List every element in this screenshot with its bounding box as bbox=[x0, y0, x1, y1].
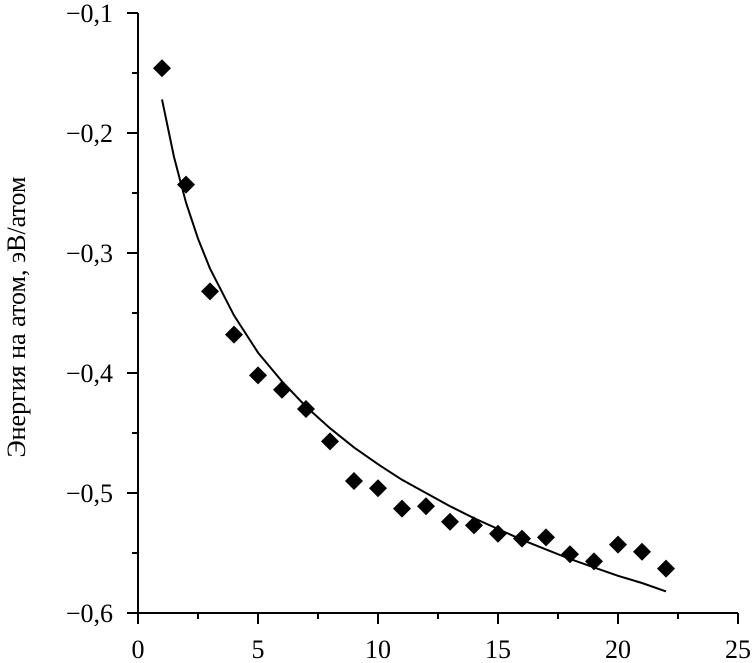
data-point bbox=[537, 528, 555, 547]
data-point bbox=[369, 479, 387, 498]
x-tick-label: 5 bbox=[252, 635, 265, 663]
data-point bbox=[633, 542, 651, 561]
fit-curve-layer bbox=[161, 99, 667, 593]
data-point bbox=[441, 512, 459, 531]
y-tick-label: −0,1 bbox=[66, 0, 113, 28]
x-tick-label: 10 bbox=[365, 635, 391, 663]
y-tick-label: −0,5 bbox=[66, 479, 113, 508]
data-point bbox=[609, 535, 627, 554]
data-point bbox=[489, 524, 507, 543]
fit-curve bbox=[161, 99, 667, 593]
data-point bbox=[393, 499, 411, 518]
y-tick-label: −0,2 bbox=[66, 119, 113, 148]
data-point bbox=[321, 432, 339, 451]
y-tick-label: −0,3 bbox=[66, 239, 113, 268]
data-points-layer bbox=[153, 59, 675, 578]
data-point bbox=[465, 516, 483, 535]
data-point bbox=[249, 366, 267, 385]
data-point bbox=[201, 282, 219, 301]
y-tick-label: −0,6 bbox=[66, 599, 113, 628]
data-point bbox=[225, 325, 243, 344]
axes: −0,1 −0,2 −0,3 −0,4 −0,5 −0,6 0 5 10 15 20 25 bbox=[66, 0, 751, 663]
data-point bbox=[417, 497, 435, 516]
data-point bbox=[561, 545, 579, 564]
x-tick-label: 20 bbox=[605, 635, 631, 663]
data-point bbox=[513, 529, 531, 548]
data-point bbox=[345, 472, 363, 490]
y-axis-title: Энергия на атом, эВ/атом bbox=[2, 176, 31, 457]
data-point bbox=[657, 559, 675, 578]
data-point bbox=[585, 552, 603, 571]
data-point bbox=[297, 400, 315, 418]
data-point bbox=[177, 175, 195, 194]
data-point bbox=[273, 380, 291, 399]
y-tick-label: −0,4 bbox=[66, 359, 113, 388]
x-tick-label: 15 bbox=[485, 635, 511, 663]
x-tick-label: 0 bbox=[132, 635, 145, 663]
data-point bbox=[153, 59, 171, 78]
x-tick-label: 25 bbox=[725, 635, 751, 663]
